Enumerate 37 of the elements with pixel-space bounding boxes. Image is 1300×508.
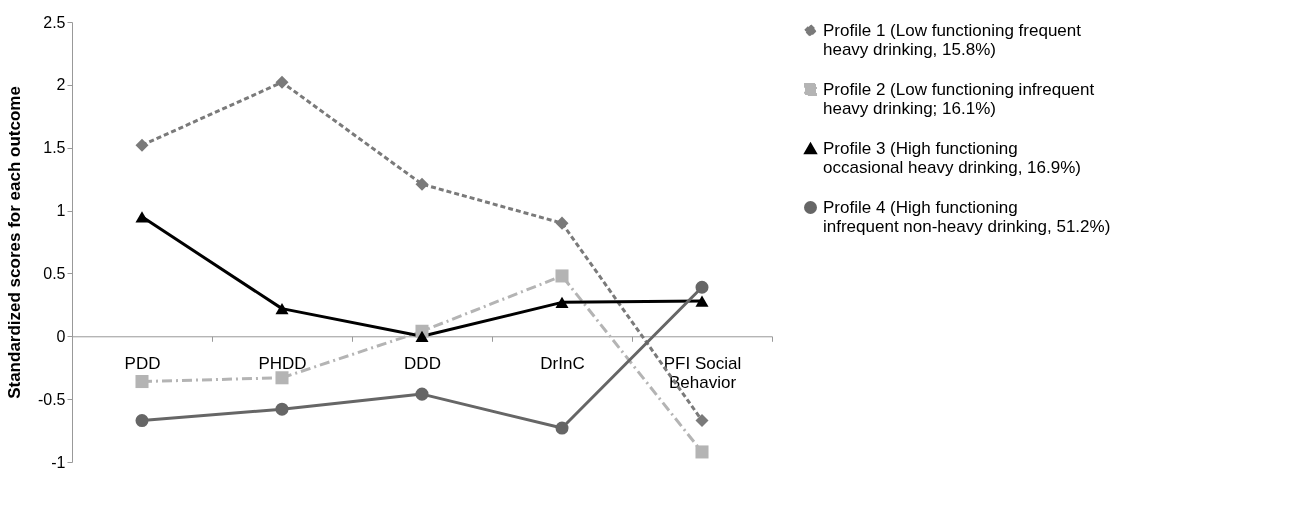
point [135, 375, 149, 389]
y-tick-label: 0 [56, 327, 66, 345]
x-tick-label: DDD [404, 353, 441, 373]
point [555, 421, 569, 435]
x-tick-label: PDD [124, 353, 161, 373]
point [555, 269, 569, 283]
legend-label: Profile 2 (Low functioning infrequent heavy drinking; 16.1%) [823, 79, 1095, 118]
point [415, 330, 429, 342]
y-tick-label: -0.5 [37, 390, 66, 408]
point [135, 414, 149, 428]
y-tick-label: 1.5 [43, 139, 66, 157]
legend-label: Profile 4 (High functioning infrequent non-heavy drinking, 51.2%) [823, 197, 1111, 236]
y-tick-label: 2 [56, 76, 66, 94]
x-tick-label: DrInC [540, 353, 585, 373]
point [555, 296, 569, 308]
point [275, 75, 289, 89]
point [275, 402, 289, 416]
y-tick-label: 1 [56, 202, 66, 220]
legend-label: Profile 1 (Low functioning frequent heavy drinking, 15.8%) [823, 20, 1082, 59]
y-axis-title: Standardized scores for each outcome [4, 86, 24, 399]
x-tick-label: PHDD [258, 353, 307, 373]
point [695, 445, 709, 459]
point [415, 177, 429, 191]
y-tick-label: 0.5 [43, 264, 66, 282]
y-tick-label: -1 [51, 453, 66, 471]
point [275, 371, 289, 385]
point [555, 216, 569, 230]
point [415, 387, 429, 401]
y-tick-label: 2.5 [43, 13, 66, 31]
point [135, 211, 149, 223]
point [695, 414, 709, 428]
point [275, 302, 289, 315]
point [695, 295, 709, 307]
x-tick-label: PFI Social Behavior [663, 353, 742, 392]
legend-label: Profile 3 (High functioning occasional heavy drinking, 16.9%) [823, 138, 1081, 177]
point [695, 280, 709, 294]
point [135, 138, 149, 152]
